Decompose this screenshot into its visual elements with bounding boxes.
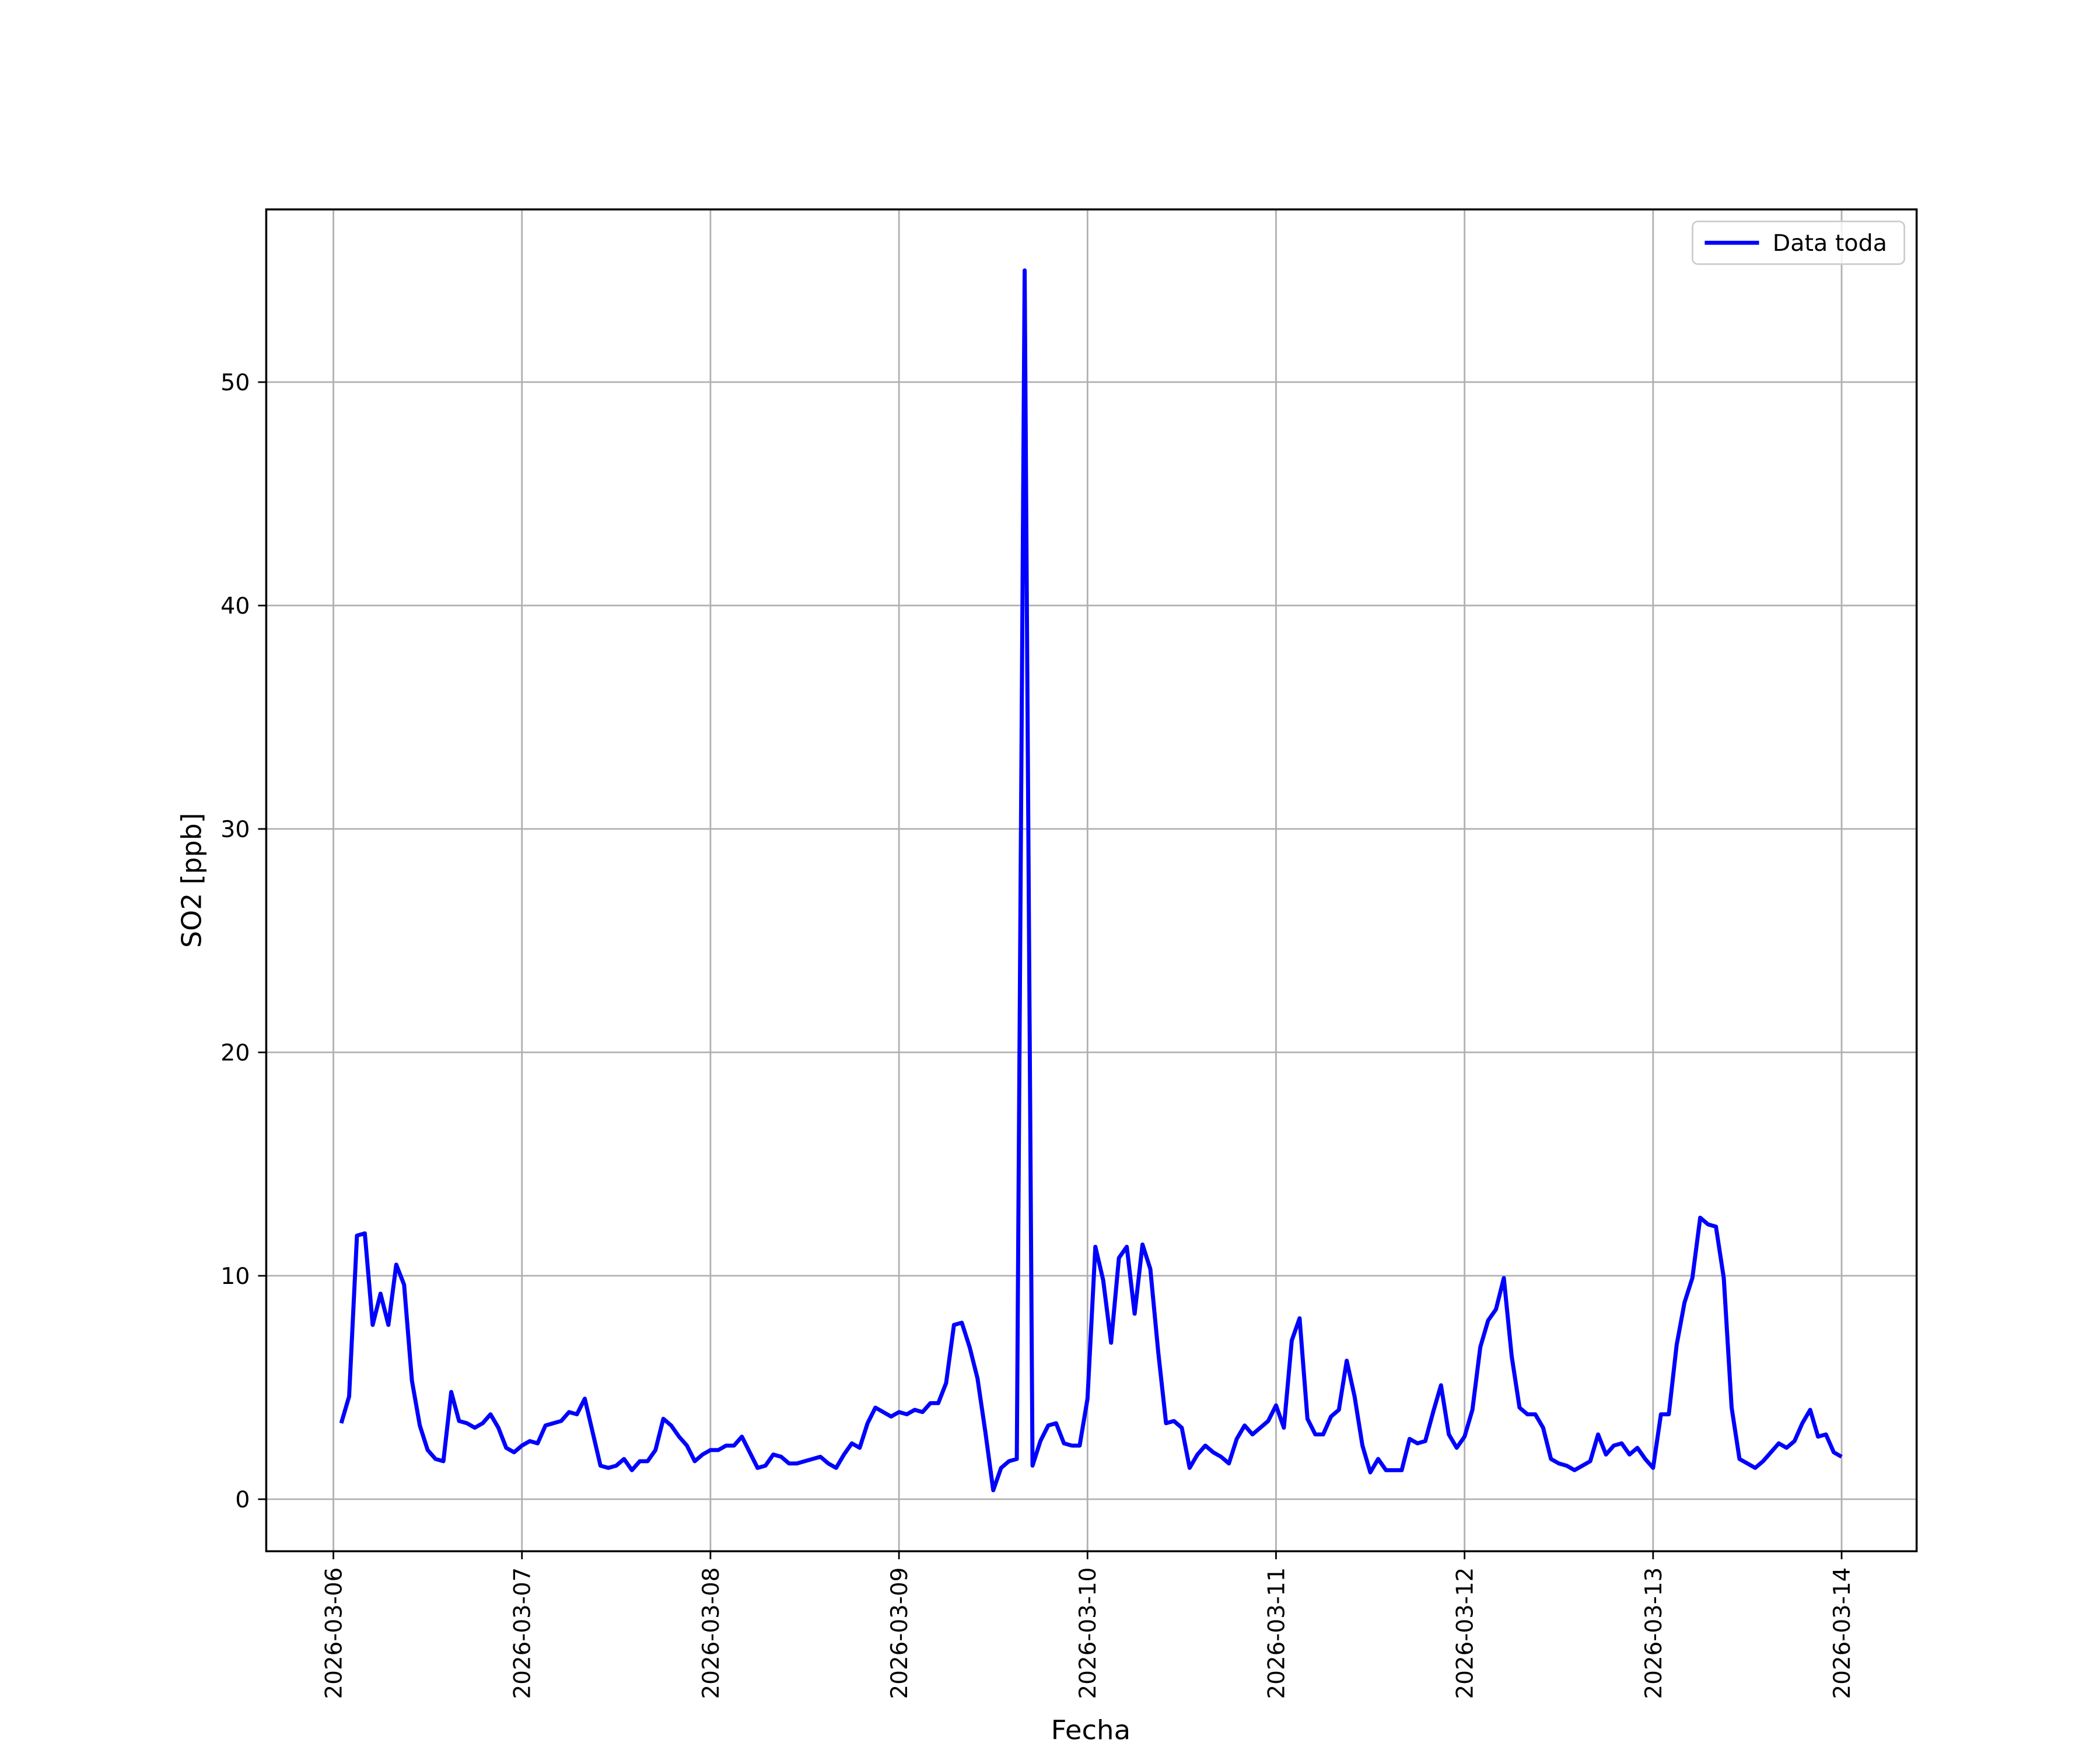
y-tick-label: 10 [220, 1264, 250, 1290]
y-axis-label: SO2 [ppb] [176, 813, 207, 947]
x-tick-label: 2026-03-13 [1641, 1567, 1667, 1699]
y-tick-label: 50 [220, 370, 250, 396]
x-tick-label: 2026-03-10 [1075, 1567, 1101, 1699]
legend-box [1692, 220, 1906, 265]
data-line [339, 268, 1843, 1493]
x-tick-label: 2026-03-11 [1264, 1567, 1290, 1699]
x-tick-label: 2026-03-14 [1829, 1567, 1856, 1699]
x-tick-label: 2026-03-07 [509, 1567, 536, 1699]
plot-frame [265, 208, 1918, 1553]
y-tick-label: 30 [220, 817, 250, 843]
x-tick-label: 2026-03-09 [887, 1567, 913, 1699]
legend-label: Data toda [1773, 230, 1887, 257]
y-tick-label: 0 [235, 1487, 250, 1513]
x-axis-label: Fecha [1051, 1714, 1131, 1746]
x-tick-label: 2026-03-06 [321, 1567, 347, 1699]
x-tick-label: 2026-03-12 [1452, 1567, 1478, 1699]
x-tick-label: 2026-03-08 [698, 1567, 724, 1699]
y-tick-label: 20 [220, 1040, 250, 1066]
y-tick-label: 40 [220, 593, 250, 620]
